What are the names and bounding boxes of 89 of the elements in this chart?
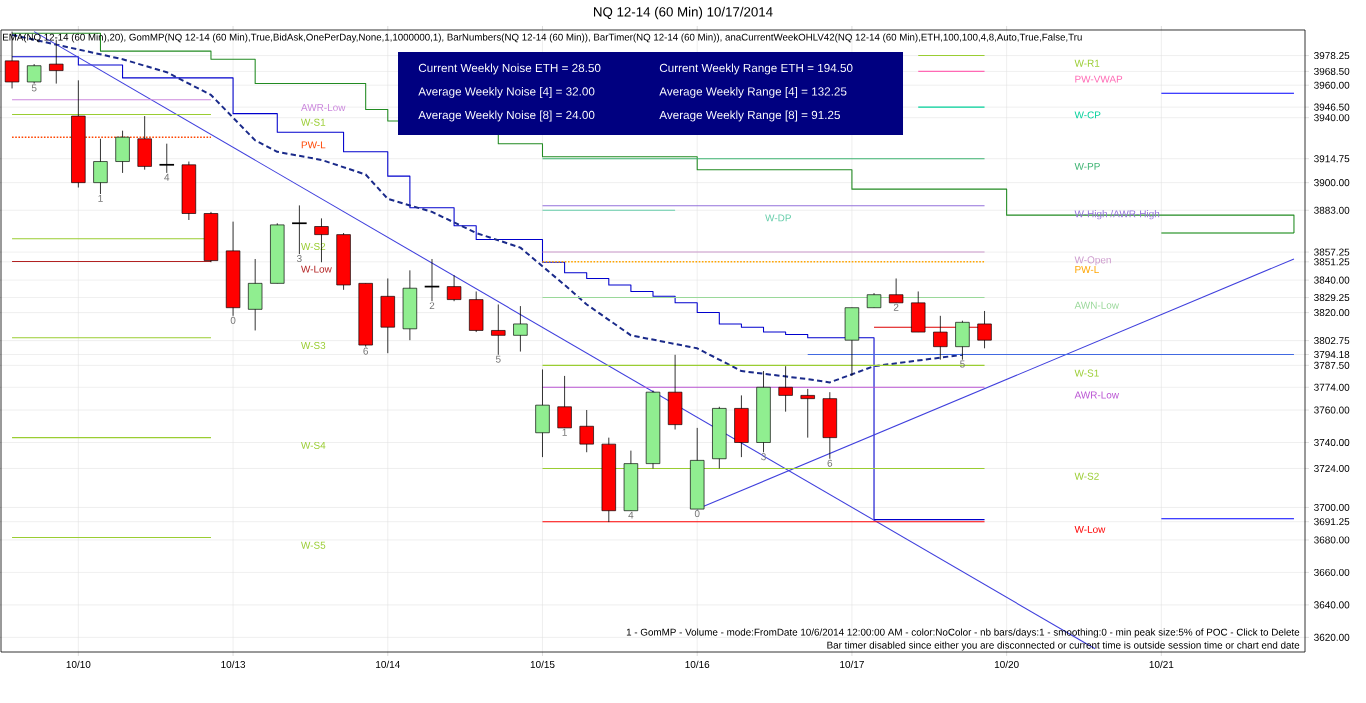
text: 0 xyxy=(230,316,236,324)
candlestick xyxy=(557,375,572,429)
y-tick-label: 3620.00 xyxy=(1314,633,1350,641)
text: W-Low xyxy=(301,265,332,273)
y-tick-label: 3820.00 xyxy=(1314,309,1350,317)
text: PW-L xyxy=(1075,266,1099,273)
text: 4 xyxy=(628,511,634,519)
candlestick xyxy=(888,278,904,304)
y-tick-label: 3724.00 xyxy=(1314,464,1350,473)
y-tick-label: 3760.00 xyxy=(1314,406,1350,414)
y-tick-label: 3774.00 xyxy=(1314,383,1350,391)
annotation: Current Weekly Range ETH = 194.50 xyxy=(659,63,853,75)
text: W-S2 xyxy=(1074,472,1099,480)
text: 1 xyxy=(98,194,103,202)
y-tick-label: 3787.50 xyxy=(1314,361,1350,369)
x-tick-label: 10/21 xyxy=(1149,660,1174,668)
text: PW-L xyxy=(301,141,326,149)
text: AWR-Low xyxy=(1074,391,1120,399)
text: 6 xyxy=(827,459,833,467)
text: 2 xyxy=(429,302,435,310)
text: PW-VWAP xyxy=(1075,75,1123,83)
text: W-Low xyxy=(1074,525,1106,533)
y-tick-label: 3829.25 xyxy=(1314,294,1350,302)
candlestick xyxy=(158,143,175,174)
text: 5 xyxy=(495,355,501,363)
x-tick-label: 10/14 xyxy=(376,660,400,668)
y-tick-label: 3740.00 xyxy=(1314,438,1350,447)
y-tick-label: 3978.25 xyxy=(1314,52,1350,60)
text: 5 xyxy=(31,84,37,92)
text: 6 xyxy=(363,347,369,355)
candlestick xyxy=(446,274,462,302)
y-tick-label: 3660.00 xyxy=(1314,568,1350,576)
y-tick-label: 3968.50 xyxy=(1314,67,1350,75)
y-tick-label: 3794.18 xyxy=(1314,350,1350,359)
text: 3 xyxy=(761,453,766,461)
text: 0 xyxy=(694,510,700,518)
y-tick-label: 3960.00 xyxy=(1314,81,1350,89)
text: AWR-Low xyxy=(300,104,346,112)
text: W-CP xyxy=(1074,111,1101,119)
x-tick-label: 10/13 xyxy=(221,660,246,668)
text: 2 xyxy=(893,303,899,311)
y-tick-label: 3802.75 xyxy=(1314,337,1350,345)
text: 1 xyxy=(562,428,567,436)
candlestick xyxy=(26,63,42,84)
candlestick xyxy=(800,388,815,439)
annotation: Average Weekly Range [8] = 91.25 xyxy=(659,110,840,122)
y-tick-label: 3680.00 xyxy=(1314,536,1350,544)
y-tick-label: 3857.25 xyxy=(1314,248,1350,256)
candlestick xyxy=(579,409,594,453)
text: 5 xyxy=(960,360,965,368)
y-tick-label: 3691.25 xyxy=(1314,518,1350,526)
text: W-S1 xyxy=(1074,369,1099,377)
x-tick-label: 10/10 xyxy=(66,660,91,668)
x-tick-label: 10/16 xyxy=(685,660,710,668)
text: W-S4 xyxy=(301,441,326,449)
candlestick xyxy=(49,39,64,84)
y-tick-label: 3700.00 xyxy=(1314,503,1350,511)
annotation: Average Weekly Noise [4] = 32.00 xyxy=(418,87,595,98)
x-tick-label: 10/20 xyxy=(994,660,1019,668)
text: W-PP xyxy=(1074,162,1100,170)
text: 3 xyxy=(296,255,302,263)
y-tick-label: 3883.00 xyxy=(1314,206,1350,214)
text: W-Open xyxy=(1074,256,1111,266)
y-tick-label: 3914.75 xyxy=(1314,155,1350,163)
text: W-S3 xyxy=(301,342,326,350)
candlestick xyxy=(491,304,506,356)
candlestick xyxy=(778,365,793,413)
annotation: Current Weekly Noise ETH = 28.50 xyxy=(418,63,601,75)
chart-title: NQ 12-14 (60 Min) 10/17/2014 xyxy=(594,6,773,20)
y-tick-label: 3946.50 xyxy=(1314,103,1350,111)
y-tick-label: 3940.00 xyxy=(1314,114,1350,122)
text: 4 xyxy=(164,173,170,181)
text: W-R1 xyxy=(1074,59,1100,67)
candlestick xyxy=(977,310,992,349)
y-tick-label: 3640.00 xyxy=(1314,601,1350,609)
y-tick-label: 3840.00 xyxy=(1314,276,1350,284)
y-tick-label: 3900.00 xyxy=(1314,179,1350,187)
x-tick-label: 10/17 xyxy=(840,660,864,668)
y-tick-label: 3851.25 xyxy=(1314,258,1350,266)
text: W-S5 xyxy=(301,541,326,549)
x-tick-label: 10/15 xyxy=(530,660,555,668)
text: W-DP xyxy=(765,214,791,222)
candlestick xyxy=(513,305,528,352)
text: W-S1 xyxy=(301,118,326,126)
text: AWN-Low xyxy=(1074,301,1120,309)
annotation: Average Weekly Noise [8] = 24.00 xyxy=(418,110,595,122)
candlestick xyxy=(93,138,108,195)
annotation: Average Weekly Range [4] = 132.25 xyxy=(659,87,847,98)
candlestick xyxy=(933,315,948,361)
